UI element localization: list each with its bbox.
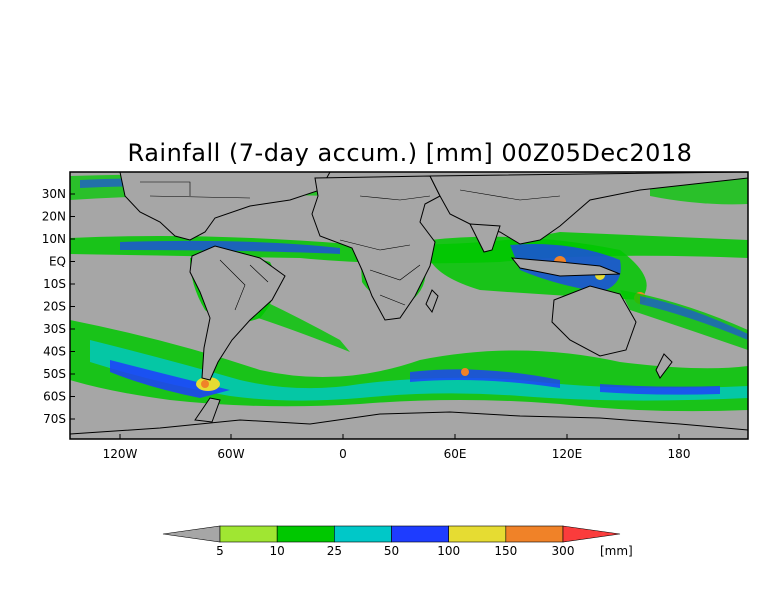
legend-swatch-below	[162, 525, 221, 543]
map-title: Rainfall (7-day accum.) [mm] 00Z05Dec201…	[128, 139, 693, 167]
legend-label: 300	[552, 544, 575, 558]
lon-tick-label: 60E	[444, 447, 467, 461]
lat-tick-label: 10S	[43, 277, 66, 291]
legend-swatch	[505, 525, 564, 543]
map-area	[70, 172, 748, 439]
lon-tick-label: 60W	[217, 447, 244, 461]
legend-label: 10	[270, 544, 285, 558]
legend-label: 25	[327, 544, 342, 558]
rainfall-legend: 5 10 25 50 100 150 300	[162, 525, 621, 558]
legend-unit: [mm]	[600, 544, 633, 558]
lon-tick-label: 0	[339, 447, 347, 461]
lat-tick-label: 20N	[42, 210, 66, 224]
lon-tick-label: 120E	[552, 447, 583, 461]
legend-swatch-above	[562, 525, 621, 543]
lat-tick-label: 30S	[43, 322, 66, 336]
map-frame	[69, 171, 749, 440]
lat-tick-label: 10N	[42, 232, 66, 246]
legend-label: 100	[437, 544, 460, 558]
lon-tick-label: 180	[668, 447, 691, 461]
legend-swatch	[448, 525, 507, 543]
legend-label: 50	[384, 544, 399, 558]
legend-label: 150	[494, 544, 517, 558]
legend-swatch	[219, 525, 278, 543]
continent-outlines	[70, 172, 748, 439]
latitude-axis: 30N 20N 10N EQ 10S 20S 30S 40S 50S 60S 70S	[42, 187, 75, 426]
lat-tick-label: 30N	[42, 187, 66, 201]
longitude-axis: 120W 60W 0 60E 120E 180	[103, 434, 691, 461]
legend-swatch	[391, 525, 449, 543]
country-borders	[140, 181, 561, 311]
lat-tick-label: 40S	[43, 345, 66, 359]
lat-tick-label: EQ	[49, 255, 66, 269]
lat-tick-label: 20S	[43, 300, 66, 314]
lon-tick-label: 120W	[103, 447, 138, 461]
legend-swatch	[334, 525, 392, 543]
legend-swatch	[276, 525, 335, 543]
legend-label: 5	[216, 544, 224, 558]
lat-tick-label: 60S	[43, 390, 66, 404]
lat-tick-label: 50S	[43, 367, 66, 381]
lat-tick-label: 70S	[43, 412, 66, 426]
